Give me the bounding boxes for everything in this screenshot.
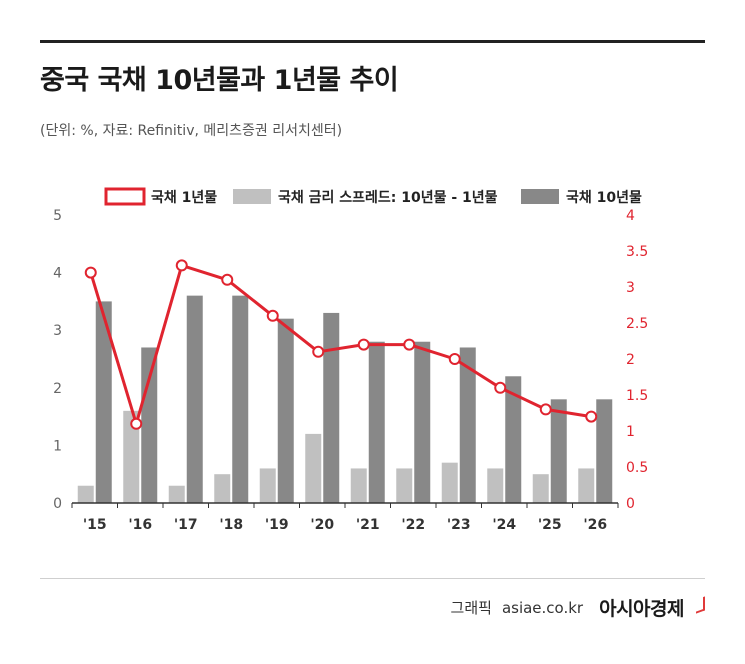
point-1y: [221, 273, 234, 286]
left-tick-label: 3: [53, 323, 62, 339]
bar-10y: [414, 341, 431, 503]
footer: 그래픽 asiae.co.kr 아시아경제: [451, 594, 705, 621]
legend-label-10y: 국채 10년물: [566, 190, 642, 206]
x-tick-label: '26: [583, 517, 607, 533]
legend-swatch-10y: [521, 189, 559, 204]
bar-10y: [596, 399, 613, 503]
page-title: 중국 국채 10년물과 1년물 추이: [40, 65, 399, 96]
bar-spread: [123, 410, 140, 503]
bar-spread: [259, 468, 276, 503]
point-1y: [357, 338, 370, 351]
bar-spread: [396, 468, 413, 503]
bar-10y: [232, 295, 249, 503]
x-tick-label: '24: [492, 517, 516, 533]
x-tick-label: '23: [447, 517, 471, 533]
bar-10y: [141, 347, 158, 503]
right-tick-label: 1.5: [626, 388, 648, 404]
x-tick-label: '21: [356, 517, 380, 533]
point-1y: [494, 381, 507, 394]
bar-spread: [532, 474, 549, 503]
bars: [77, 295, 613, 503]
left-tick-label: 5: [53, 208, 62, 224]
left-tick-label: 0: [53, 496, 62, 512]
right-tick-label: 1: [626, 424, 635, 440]
x-axis: '15 '16 '17 '18 '19 '20 '21 '22 '23 '24 '25 '26: [71, 502, 619, 533]
bar-10y: [505, 376, 522, 503]
legend-label-spread: 국채 금리 스프레드: 10년물 - 1년물: [278, 190, 498, 206]
legend-swatch-1y: [104, 187, 146, 206]
right-tick-label: 3: [626, 280, 635, 296]
bar-spread: [214, 474, 231, 503]
subtitle: (단위: %, 자료: Refinitiv, 메리츠증권 리서치센터): [40, 123, 343, 139]
point-1y: [312, 345, 325, 358]
point-1y: [175, 259, 188, 272]
left-tick-label: 4: [53, 266, 62, 282]
right-tick-label: 4: [626, 208, 635, 224]
bar-spread: [350, 468, 367, 503]
bar-10y: [323, 312, 340, 503]
left-axis: 0 1 2 3 4 5: [53, 208, 62, 512]
bottom-rule: [40, 578, 705, 579]
bar-spread: [305, 433, 322, 503]
site-label: asiae.co.kr: [501, 598, 584, 617]
left-tick-label: 2: [53, 381, 62, 397]
x-tick-label: '19: [265, 517, 289, 533]
left-tick-label: 1: [53, 438, 62, 454]
x-tick-label: '20: [310, 517, 334, 533]
x-tick-label: '17: [174, 517, 198, 533]
bar-10y: [459, 347, 476, 503]
point-1y: [585, 410, 598, 423]
right-tick-label: 2: [626, 352, 635, 368]
bar-10y: [186, 295, 203, 503]
bar-spread: [487, 468, 504, 503]
point-1y: [539, 403, 552, 416]
point-1y: [84, 266, 97, 279]
line-series: [84, 259, 598, 430]
right-tick-label: 0.5: [626, 460, 648, 476]
right-axis: 0 0.5 1 1.5 2 2.5 3 3.5 4: [626, 208, 648, 512]
x-tick-label: '22: [401, 517, 425, 533]
x-tick-label: '25: [538, 517, 562, 533]
brand-logo: 아시아경제: [599, 598, 684, 620]
point-1y: [403, 338, 416, 351]
x-tick-label: '18: [219, 517, 243, 533]
bar-10y: [95, 301, 112, 503]
right-tick-label: 2.5: [626, 316, 648, 332]
bar-10y: [368, 341, 385, 503]
credit-label: 그래픽: [450, 599, 492, 617]
brand-mark-icon: [696, 595, 705, 614]
legend: 국채 1년물 국채 금리 스프레드: 10년물 - 1년물 국채 10년물: [104, 187, 642, 206]
line-1y: [89, 263, 592, 426]
x-tick-label: '15: [83, 517, 107, 533]
bar-spread: [441, 462, 458, 503]
bar-10y: [550, 399, 567, 503]
right-tick-label: 0: [626, 496, 635, 512]
legend-swatch-spread: [233, 189, 271, 204]
point-1y: [266, 309, 279, 322]
right-tick-label: 3.5: [626, 244, 648, 260]
bar-spread: [77, 485, 94, 503]
point-1y: [448, 353, 461, 365]
bar-spread: [168, 485, 185, 503]
bar-10y: [277, 318, 294, 503]
bar-spread: [578, 468, 595, 503]
top-rule: [40, 40, 705, 43]
legend-label-1y: 국채 1년물: [151, 190, 217, 206]
point-1y: [130, 417, 143, 430]
x-tick-label: '16: [128, 517, 152, 533]
